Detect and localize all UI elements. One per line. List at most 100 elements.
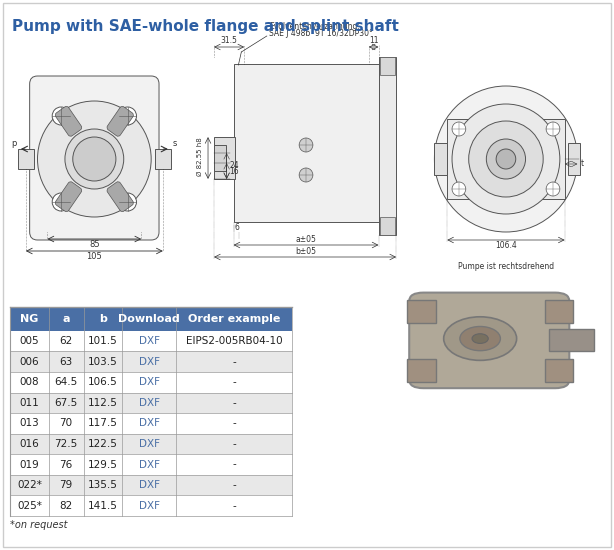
FancyBboxPatch shape	[107, 182, 133, 212]
Bar	[10, 351, 292, 372]
Circle shape	[119, 193, 136, 211]
Bar	[447, 119, 565, 199]
Text: 013: 013	[20, 419, 39, 428]
Circle shape	[444, 317, 516, 360]
Text: 76: 76	[60, 460, 72, 470]
Bar	[155, 149, 171, 169]
Text: 64.5: 64.5	[55, 377, 78, 387]
Text: -: -	[233, 419, 236, 428]
Text: 025*: 025*	[17, 500, 42, 511]
Text: -: -	[233, 500, 236, 511]
Text: Order example: Order example	[188, 314, 281, 324]
Circle shape	[496, 149, 516, 169]
Bar	[407, 300, 435, 323]
Circle shape	[299, 138, 313, 152]
Text: s: s	[173, 139, 177, 148]
Text: 106.5: 106.5	[88, 377, 118, 387]
Text: -: -	[233, 377, 236, 387]
Bar	[10, 434, 292, 454]
Text: 106.4: 106.4	[495, 241, 517, 250]
Text: DXF: DXF	[139, 398, 160, 408]
Text: 005: 005	[20, 336, 39, 346]
Text: a: a	[63, 314, 70, 324]
Text: 70: 70	[60, 419, 72, 428]
Circle shape	[546, 122, 560, 136]
Bar	[10, 393, 292, 413]
Circle shape	[299, 168, 313, 182]
Bar	[379, 57, 395, 75]
Text: p: p	[11, 139, 17, 148]
Bar	[214, 137, 235, 179]
Text: 011: 011	[20, 398, 39, 408]
Circle shape	[472, 334, 488, 343]
Text: DXF: DXF	[139, 500, 160, 511]
Text: -: -	[233, 398, 236, 408]
FancyBboxPatch shape	[107, 106, 133, 136]
Circle shape	[124, 112, 131, 120]
Text: Ø 82.55 h8: Ø 82.55 h8	[197, 138, 203, 177]
Circle shape	[452, 104, 560, 214]
Circle shape	[460, 327, 500, 351]
Bar	[379, 57, 396, 235]
Text: t: t	[580, 160, 583, 168]
Text: 105: 105	[87, 252, 102, 261]
Text: Pumpe ist rechtsdrehend: Pumpe ist rechtsdrehend	[458, 262, 554, 271]
Text: 24: 24	[230, 162, 239, 170]
FancyBboxPatch shape	[29, 76, 159, 240]
Circle shape	[52, 193, 70, 211]
Text: DXF: DXF	[139, 480, 160, 490]
Circle shape	[119, 107, 136, 125]
Circle shape	[434, 86, 578, 232]
Bar	[233, 64, 379, 222]
Text: 022*: 022*	[17, 480, 42, 490]
Text: 112.5: 112.5	[88, 398, 118, 408]
Circle shape	[486, 139, 526, 179]
Text: 85: 85	[89, 240, 99, 249]
Bar	[214, 145, 226, 171]
Text: 117.5: 117.5	[88, 419, 118, 428]
FancyBboxPatch shape	[55, 106, 82, 136]
Text: 135.5: 135.5	[88, 480, 118, 490]
Circle shape	[65, 129, 124, 189]
Text: DXF: DXF	[139, 357, 160, 367]
Text: 016: 016	[20, 439, 39, 449]
Circle shape	[452, 122, 466, 136]
Text: -: -	[233, 480, 236, 490]
Text: -: -	[233, 439, 236, 449]
Bar	[549, 329, 594, 351]
Text: 008: 008	[20, 377, 39, 387]
Text: a±05: a±05	[295, 235, 316, 244]
Bar	[568, 143, 580, 175]
Text: 019: 019	[20, 460, 39, 470]
Circle shape	[546, 182, 560, 196]
Text: 101.5: 101.5	[88, 336, 118, 346]
Text: 63: 63	[60, 357, 72, 367]
Text: EIPS2-005RB04-10: EIPS2-005RB04-10	[186, 336, 282, 346]
Text: DXF: DXF	[139, 460, 160, 470]
Circle shape	[57, 198, 65, 206]
Text: Download: Download	[119, 314, 180, 324]
Text: -: -	[233, 460, 236, 470]
Text: 62: 62	[60, 336, 72, 346]
Text: 72.5: 72.5	[55, 439, 78, 449]
Text: Evolventenverzahnung:: Evolventenverzahnung:	[269, 22, 360, 31]
Bar	[10, 475, 292, 496]
Bar	[10, 307, 292, 331]
FancyBboxPatch shape	[409, 293, 569, 388]
Text: 103.5: 103.5	[88, 357, 118, 367]
Text: b: b	[99, 314, 107, 324]
Bar	[18, 149, 34, 169]
FancyBboxPatch shape	[55, 182, 82, 212]
Bar	[434, 143, 447, 175]
Bar	[379, 217, 395, 235]
Text: DXF: DXF	[139, 377, 160, 387]
Text: SAE J 498b  9T 16/32DP30°: SAE J 498b 9T 16/32DP30°	[269, 29, 373, 38]
Text: 11: 11	[369, 36, 378, 45]
Text: NG: NG	[20, 314, 39, 324]
Text: 122.5: 122.5	[88, 439, 118, 449]
Text: 6: 6	[234, 223, 239, 232]
Text: -: -	[233, 357, 236, 367]
Circle shape	[452, 182, 466, 196]
Bar	[545, 300, 573, 323]
Text: DXF: DXF	[139, 336, 160, 346]
